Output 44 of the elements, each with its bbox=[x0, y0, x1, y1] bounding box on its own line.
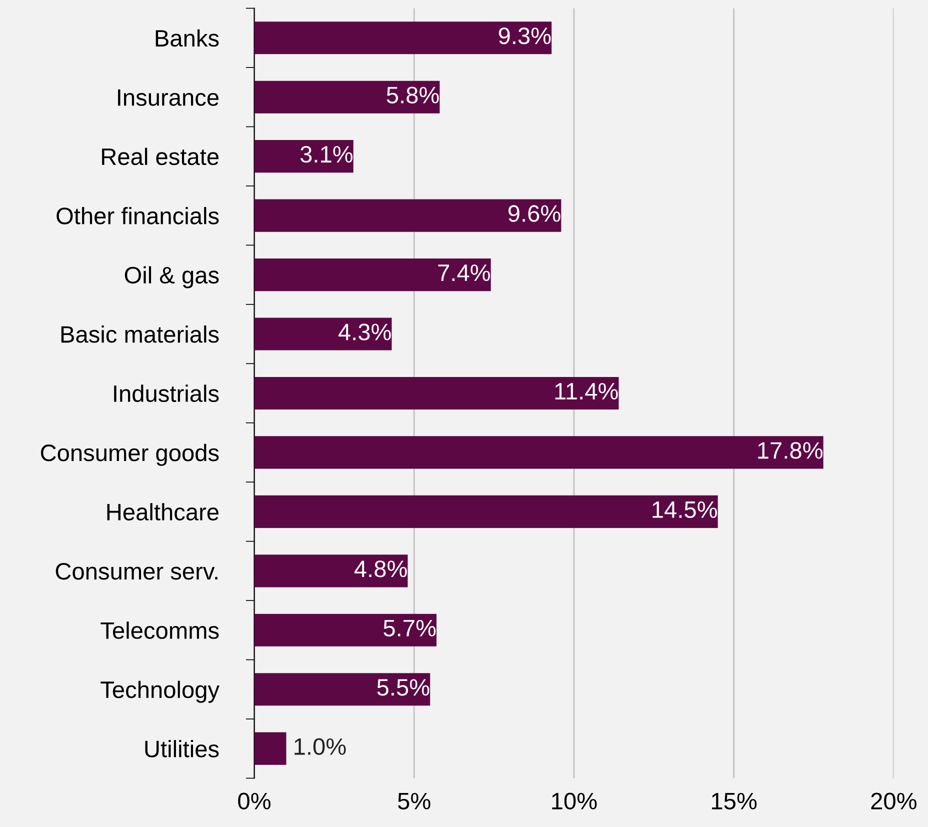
y-tick-label: Consumer serv. bbox=[56, 562, 218, 580]
bar bbox=[254, 258, 491, 292]
data-label: 3.1% bbox=[300, 146, 353, 163]
x-tick-label: 15% bbox=[712, 792, 757, 810]
bar bbox=[254, 199, 562, 232]
bar bbox=[254, 495, 718, 528]
data-label: 4.3% bbox=[338, 324, 391, 340]
x-tick-label: 10% bbox=[552, 792, 597, 810]
bar bbox=[254, 732, 286, 765]
y-tick-label: Oil & gas bbox=[124, 266, 219, 288]
bar bbox=[254, 80, 440, 114]
x-tick-label: 20% bbox=[871, 792, 916, 810]
y-tick-label: Real estate bbox=[102, 148, 219, 166]
data-label: 5.5% bbox=[377, 679, 430, 696]
data-label: 9.6% bbox=[508, 205, 560, 222]
bar bbox=[254, 22, 552, 54]
data-label: 4.8% bbox=[354, 560, 407, 578]
data-label: 14.5% bbox=[652, 501, 717, 518]
data-label: 1.0% bbox=[294, 738, 346, 755]
bar bbox=[254, 318, 392, 350]
y-tick-label: Technology bbox=[100, 680, 220, 703]
data-label: 17.8% bbox=[758, 442, 822, 459]
data-label: 5.8% bbox=[386, 86, 439, 104]
y-tick-label: Consumer goods bbox=[40, 444, 219, 466]
y-tick-label: Telecomms bbox=[100, 622, 219, 639]
y-tick-label: Banks bbox=[156, 29, 219, 47]
bar bbox=[254, 376, 619, 410]
y-tick-label: Utilities bbox=[145, 740, 219, 758]
bar bbox=[254, 436, 824, 469]
bar bbox=[254, 140, 354, 173]
data-label: 9.3% bbox=[498, 28, 551, 44]
y-tick-label: Industrials bbox=[114, 384, 219, 402]
y-tick-label: Other financials bbox=[56, 207, 219, 224]
bar bbox=[254, 554, 408, 588]
data-label: 5.7% bbox=[384, 620, 436, 636]
data-label: 7.4% bbox=[438, 264, 490, 282]
data-label: 11.4% bbox=[555, 382, 618, 400]
x-tick-label: 5% bbox=[398, 792, 430, 810]
y-tick-label: Healthcare bbox=[107, 503, 219, 520]
y-tick-label: Insurance bbox=[118, 89, 219, 106]
bar bbox=[254, 673, 430, 706]
x-tick-label: 0% bbox=[238, 792, 270, 810]
bar bbox=[254, 614, 436, 646]
y-tick-label: Basic materials bbox=[61, 325, 219, 343]
